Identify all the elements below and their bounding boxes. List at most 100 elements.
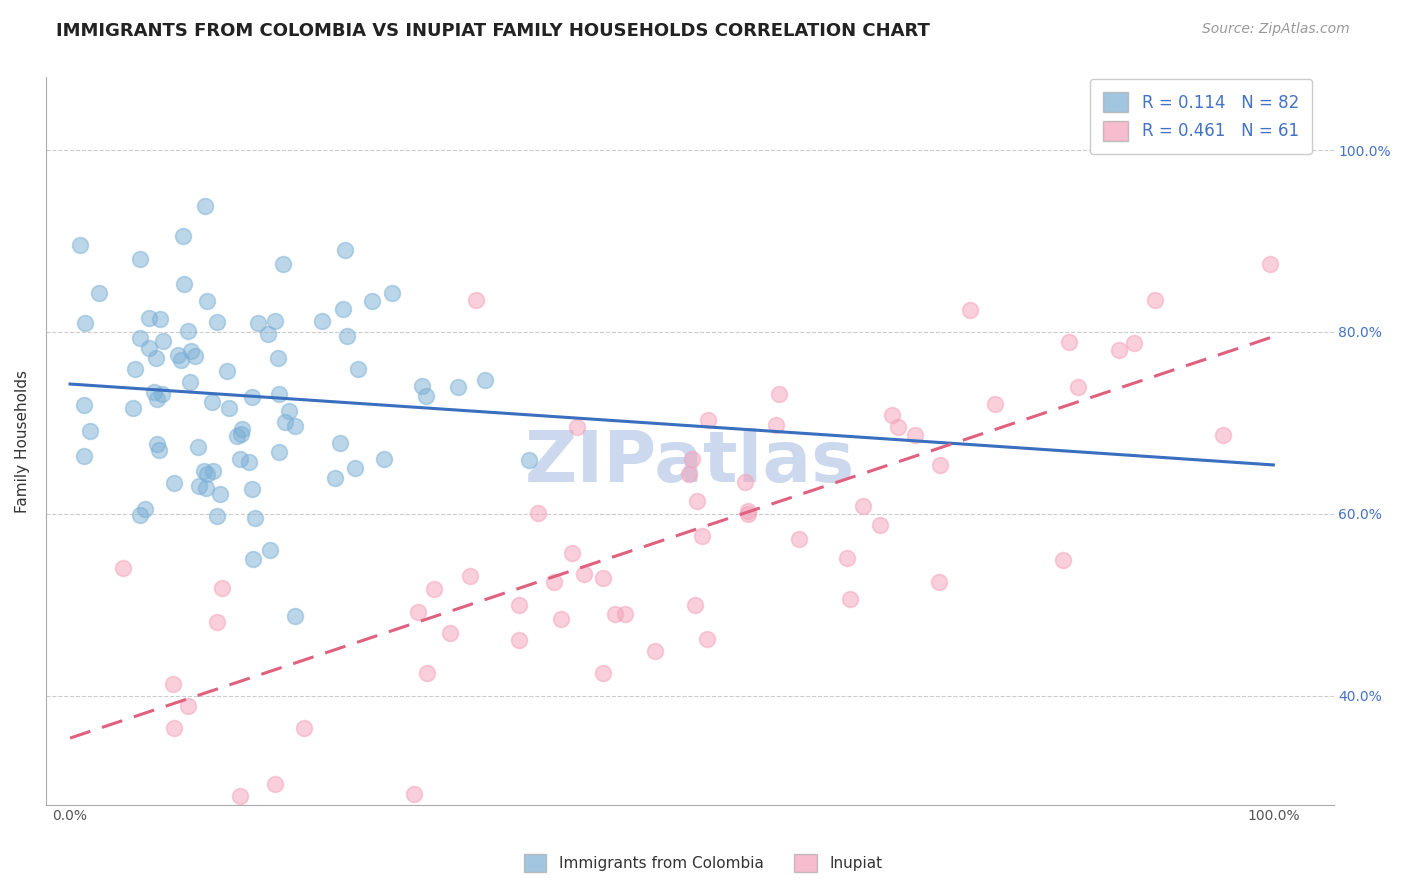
- Point: [887, 420, 910, 434]
- Point: [765, 417, 787, 432]
- Point: [508, 632, 530, 647]
- Point: [439, 625, 461, 640]
- Point: [959, 303, 981, 318]
- Point: [1108, 343, 1130, 357]
- Point: [145, 351, 167, 366]
- Point: [170, 352, 193, 367]
- Point: [238, 455, 260, 469]
- Point: [284, 608, 307, 623]
- Point: [614, 607, 637, 622]
- Point: [880, 408, 903, 422]
- Point: [325, 471, 347, 485]
- Point: [835, 551, 858, 566]
- Point: [543, 575, 565, 590]
- Point: [527, 506, 550, 520]
- Point: [264, 314, 287, 328]
- Point: [205, 615, 228, 629]
- Point: [187, 478, 209, 492]
- Point: [246, 316, 269, 330]
- Point: [177, 324, 200, 338]
- Point: [423, 582, 446, 597]
- Point: [193, 464, 215, 478]
- Point: [87, 286, 110, 301]
- Point: [73, 316, 96, 330]
- Point: [194, 199, 217, 213]
- Point: [201, 394, 224, 409]
- Point: [734, 475, 756, 489]
- Point: [550, 612, 572, 626]
- Point: [928, 574, 950, 589]
- Point: [329, 436, 352, 450]
- Point: [187, 440, 209, 454]
- Point: [1052, 553, 1074, 567]
- Point: [839, 592, 862, 607]
- Point: [166, 348, 188, 362]
- Point: [134, 502, 156, 516]
- Point: [259, 543, 281, 558]
- Point: [1057, 335, 1080, 350]
- Point: [404, 787, 426, 801]
- Point: [229, 451, 252, 466]
- Point: [266, 351, 288, 365]
- Point: [851, 499, 873, 513]
- Point: [737, 504, 759, 518]
- Point: [460, 568, 482, 582]
- Point: [240, 390, 263, 404]
- Point: [180, 344, 202, 359]
- Point: [257, 326, 280, 341]
- Point: [768, 387, 790, 401]
- Point: [112, 561, 135, 575]
- Point: [138, 310, 160, 325]
- Point: [381, 285, 404, 300]
- Point: [79, 424, 101, 438]
- Point: [692, 529, 714, 543]
- Point: [678, 467, 700, 481]
- Point: [869, 518, 891, 533]
- Point: [145, 437, 167, 451]
- Point: [603, 607, 626, 621]
- Point: [592, 666, 614, 681]
- Point: [592, 571, 614, 585]
- Point: [447, 380, 470, 394]
- Point: [229, 789, 252, 803]
- Point: [218, 401, 240, 416]
- Point: [565, 419, 588, 434]
- Point: [572, 566, 595, 581]
- Point: [904, 427, 927, 442]
- Point: [173, 277, 195, 292]
- Point: [72, 449, 94, 463]
- Point: [416, 666, 439, 681]
- Point: [474, 373, 496, 387]
- Point: [122, 401, 145, 416]
- Point: [195, 481, 218, 495]
- Point: [517, 453, 540, 467]
- Point: [69, 238, 91, 252]
- Point: [231, 422, 253, 436]
- Point: [1260, 257, 1282, 271]
- Point: [240, 483, 263, 497]
- Point: [264, 777, 287, 791]
- Point: [202, 464, 225, 478]
- Point: [177, 699, 200, 714]
- Point: [205, 508, 228, 523]
- Point: [465, 293, 488, 307]
- Point: [561, 545, 583, 559]
- Point: [128, 331, 150, 345]
- Point: [1143, 293, 1166, 307]
- Legend: Immigrants from Colombia, Inupiat: Immigrants from Colombia, Inupiat: [516, 846, 890, 880]
- Point: [184, 349, 207, 363]
- Point: [344, 461, 367, 475]
- Point: [271, 257, 294, 271]
- Point: [152, 334, 174, 349]
- Point: [197, 293, 219, 308]
- Text: ZIPatlas: ZIPatlas: [524, 428, 855, 498]
- Point: [209, 487, 232, 501]
- Point: [129, 252, 152, 266]
- Point: [278, 404, 301, 418]
- Point: [149, 311, 172, 326]
- Point: [737, 507, 759, 521]
- Point: [336, 329, 359, 343]
- Point: [361, 293, 384, 308]
- Point: [644, 643, 666, 657]
- Point: [411, 379, 433, 393]
